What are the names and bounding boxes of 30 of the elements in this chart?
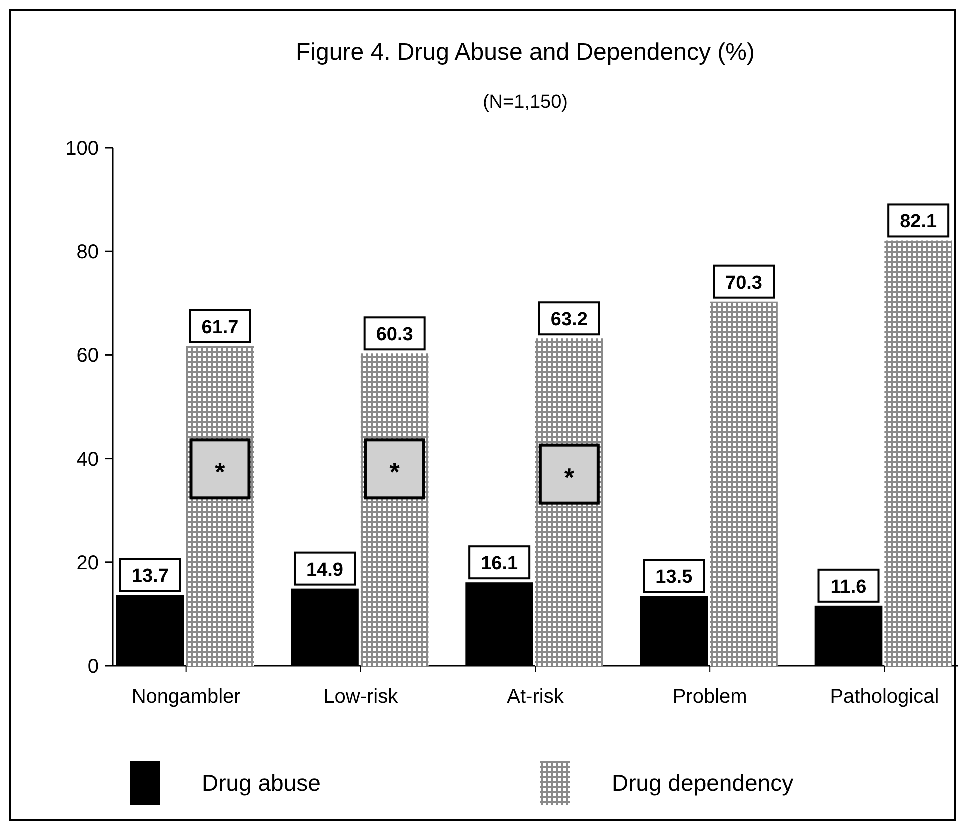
data-label: 61.7: [202, 317, 239, 338]
y-tick-label: 100: [66, 138, 99, 160]
y-tick-label: 40: [76, 448, 99, 471]
y-tick-label: 60: [76, 345, 99, 368]
annotation: *: [564, 462, 576, 492]
x-tick-label: At-risk: [507, 686, 565, 708]
legend-label: Drug abuse: [202, 770, 321, 796]
data-label: 70.3: [726, 272, 762, 294]
annotation: *: [390, 457, 401, 488]
bar: [884, 240, 953, 666]
x-tick-label: Low-risk: [324, 686, 400, 708]
x-tick-label: Nongambler: [132, 686, 242, 708]
y-tick-label: 80: [76, 242, 99, 264]
chart-subtitle: (N=1,150): [482, 92, 568, 113]
data-label: 11.6: [830, 576, 867, 598]
x-tick-label: Problem: [672, 686, 748, 708]
data-label: 13.5: [656, 567, 694, 588]
data-label: 13.7: [132, 566, 169, 588]
y-tick-label: 0: [88, 656, 99, 678]
data-label: 16.1: [481, 554, 519, 575]
bar: [710, 302, 778, 666]
data-label: 60.3: [376, 324, 414, 346]
chart-title: Figure 4. Drug Abuse and Dependency (%): [296, 39, 755, 66]
data-label: 63.2: [550, 310, 588, 331]
annotation: *: [215, 457, 226, 488]
data-label: 14.9: [306, 560, 344, 581]
data-label: 82.1: [900, 212, 938, 233]
legend-label: Drug dependency: [612, 770, 794, 796]
y-tick-label: 20: [76, 552, 99, 574]
x-tick-label: Pathological: [830, 686, 940, 708]
